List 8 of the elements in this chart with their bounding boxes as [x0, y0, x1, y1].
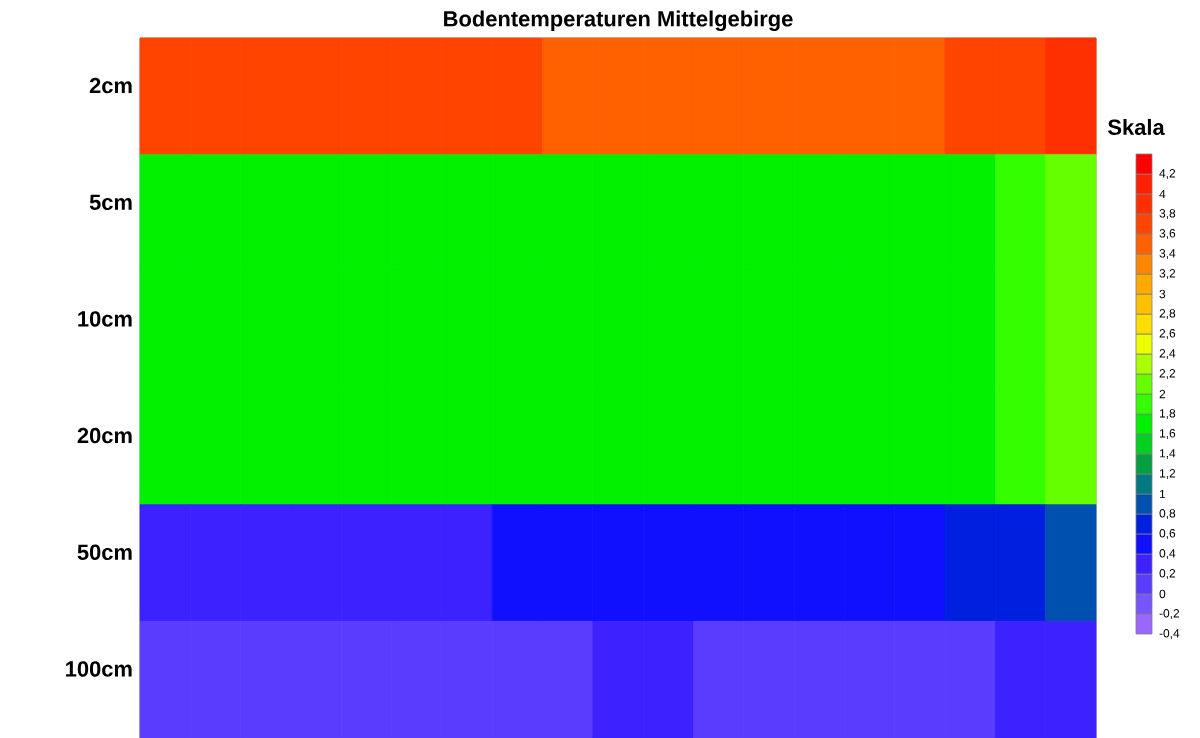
- y-tick-label: 10cm: [78, 311, 132, 327]
- y-tick-label: 50cm: [77, 544, 132, 560]
- y-tick-label: 100cm: [66, 661, 132, 677]
- y-tick-label: 5cm: [89, 194, 132, 210]
- y-tick-label: 2cm: [89, 77, 132, 94]
- color-bar-title: Skala: [1108, 118, 1165, 136]
- y-tick-label: 20cm: [77, 427, 132, 444]
- chart-title: Bodentemperaturen Mittelgebirge: [444, 10, 793, 32]
